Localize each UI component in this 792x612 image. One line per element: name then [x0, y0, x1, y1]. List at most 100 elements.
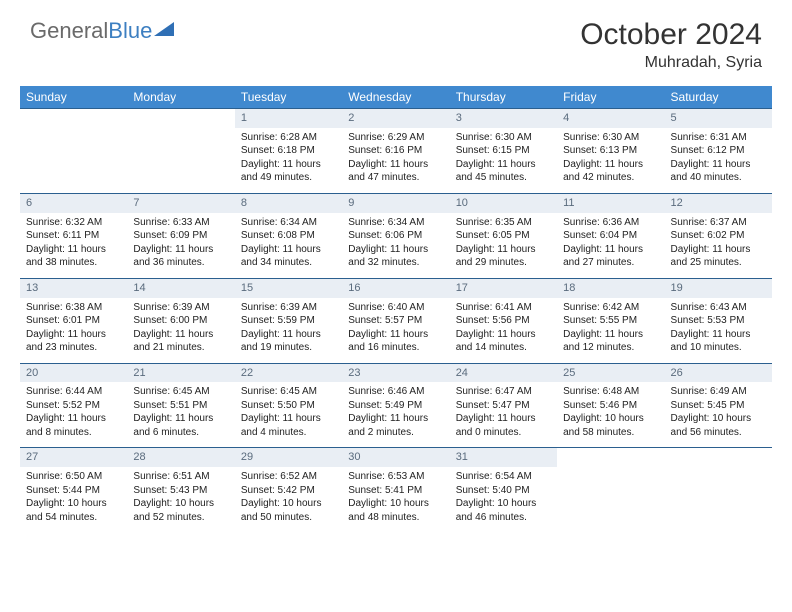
calendar-cell — [557, 447, 664, 532]
sunrise-line: Sunrise: 6:45 AM — [241, 385, 336, 399]
sunset-line: Sunset: 6:00 PM — [133, 314, 228, 328]
daylight-line: Daylight: 11 hours and 16 minutes. — [348, 328, 443, 355]
sunrise-line: Sunrise: 6:31 AM — [671, 131, 766, 145]
day-body: Sunrise: 6:39 AMSunset: 6:00 PMDaylight:… — [127, 298, 234, 363]
sunrise-line: Sunrise: 6:30 AM — [563, 131, 658, 145]
sunrise-line: Sunrise: 6:36 AM — [563, 216, 658, 230]
daylight-line: Daylight: 10 hours and 46 minutes. — [456, 497, 551, 524]
calendar-cell: 13Sunrise: 6:38 AMSunset: 6:01 PMDayligh… — [20, 278, 127, 363]
calendar-cell: 7Sunrise: 6:33 AMSunset: 6:09 PMDaylight… — [127, 193, 234, 278]
sunset-line: Sunset: 6:08 PM — [241, 229, 336, 243]
day-body: Sunrise: 6:45 AMSunset: 5:51 PMDaylight:… — [127, 382, 234, 447]
day-number: 7 — [127, 194, 234, 213]
weekday-header: Sunday — [20, 86, 127, 108]
day-body: Sunrise: 6:35 AMSunset: 6:05 PMDaylight:… — [450, 213, 557, 278]
sunrise-line: Sunrise: 6:51 AM — [133, 470, 228, 484]
day-number: 17 — [450, 279, 557, 298]
sunrise-line: Sunrise: 6:35 AM — [456, 216, 551, 230]
calendar-cell: 6Sunrise: 6:32 AMSunset: 6:11 PMDaylight… — [20, 193, 127, 278]
sunrise-line: Sunrise: 6:54 AM — [456, 470, 551, 484]
daylight-line: Daylight: 10 hours and 52 minutes. — [133, 497, 228, 524]
calendar-cell: 3Sunrise: 6:30 AMSunset: 6:15 PMDaylight… — [450, 108, 557, 193]
day-body: Sunrise: 6:45 AMSunset: 5:50 PMDaylight:… — [235, 382, 342, 447]
location-label: Muhradah, Syria — [580, 54, 762, 72]
day-body: Sunrise: 6:54 AMSunset: 5:40 PMDaylight:… — [450, 467, 557, 532]
day-number: 8 — [235, 194, 342, 213]
day-body: Sunrise: 6:30 AMSunset: 6:13 PMDaylight:… — [557, 128, 664, 193]
calendar-cell: 1Sunrise: 6:28 AMSunset: 6:18 PMDaylight… — [235, 108, 342, 193]
day-body — [557, 467, 664, 529]
calendar-cell: 18Sunrise: 6:42 AMSunset: 5:55 PMDayligh… — [557, 278, 664, 363]
daylight-line: Daylight: 11 hours and 27 minutes. — [563, 243, 658, 270]
calendar-cell: 25Sunrise: 6:48 AMSunset: 5:46 PMDayligh… — [557, 363, 664, 448]
day-number: 13 — [20, 279, 127, 298]
calendar-cell: 28Sunrise: 6:51 AMSunset: 5:43 PMDayligh… — [127, 447, 234, 532]
day-number: 20 — [20, 364, 127, 383]
weekday-header: Tuesday — [235, 86, 342, 108]
day-body: Sunrise: 6:50 AMSunset: 5:44 PMDaylight:… — [20, 467, 127, 532]
day-number: 1 — [235, 109, 342, 128]
sunrise-line: Sunrise: 6:39 AM — [133, 301, 228, 315]
daylight-line: Daylight: 11 hours and 34 minutes. — [241, 243, 336, 270]
day-body: Sunrise: 6:29 AMSunset: 6:16 PMDaylight:… — [342, 128, 449, 193]
daylight-line: Daylight: 11 hours and 32 minutes. — [348, 243, 443, 270]
day-body: Sunrise: 6:53 AMSunset: 5:41 PMDaylight:… — [342, 467, 449, 532]
daylight-line: Daylight: 11 hours and 2 minutes. — [348, 412, 443, 439]
sunset-line: Sunset: 5:44 PM — [26, 484, 121, 498]
calendar-cell: 5Sunrise: 6:31 AMSunset: 6:12 PMDaylight… — [665, 108, 772, 193]
day-number: 28 — [127, 448, 234, 467]
day-body: Sunrise: 6:47 AMSunset: 5:47 PMDaylight:… — [450, 382, 557, 447]
brand-logo: GeneralBlue — [30, 18, 176, 44]
day-body: Sunrise: 6:36 AMSunset: 6:04 PMDaylight:… — [557, 213, 664, 278]
sunrise-line: Sunrise: 6:30 AM — [456, 131, 551, 145]
daylight-line: Daylight: 11 hours and 14 minutes. — [456, 328, 551, 355]
calendar-cell — [127, 108, 234, 193]
day-body: Sunrise: 6:48 AMSunset: 5:46 PMDaylight:… — [557, 382, 664, 447]
calendar-cell: 19Sunrise: 6:43 AMSunset: 5:53 PMDayligh… — [665, 278, 772, 363]
weekday-header: Monday — [127, 86, 234, 108]
day-number: 14 — [127, 279, 234, 298]
daylight-line: Daylight: 11 hours and 12 minutes. — [563, 328, 658, 355]
sunrise-line: Sunrise: 6:50 AM — [26, 470, 121, 484]
day-number — [127, 109, 234, 128]
daylight-line: Daylight: 11 hours and 47 minutes. — [348, 158, 443, 185]
daylight-line: Daylight: 11 hours and 4 minutes. — [241, 412, 336, 439]
daylight-line: Daylight: 11 hours and 21 minutes. — [133, 328, 228, 355]
sunset-line: Sunset: 5:51 PM — [133, 399, 228, 413]
day-number: 2 — [342, 109, 449, 128]
calendar-header-row: SundayMondayTuesdayWednesdayThursdayFrid… — [20, 86, 772, 108]
weekday-header: Saturday — [665, 86, 772, 108]
sunset-line: Sunset: 6:04 PM — [563, 229, 658, 243]
day-body: Sunrise: 6:33 AMSunset: 6:09 PMDaylight:… — [127, 213, 234, 278]
calendar-cell: 9Sunrise: 6:34 AMSunset: 6:06 PMDaylight… — [342, 193, 449, 278]
sunrise-line: Sunrise: 6:41 AM — [456, 301, 551, 315]
brand-text-1: General — [30, 18, 108, 44]
sunset-line: Sunset: 5:45 PM — [671, 399, 766, 413]
daylight-line: Daylight: 10 hours and 48 minutes. — [348, 497, 443, 524]
day-body: Sunrise: 6:43 AMSunset: 5:53 PMDaylight:… — [665, 298, 772, 363]
day-body: Sunrise: 6:32 AMSunset: 6:11 PMDaylight:… — [20, 213, 127, 278]
calendar-table: SundayMondayTuesdayWednesdayThursdayFrid… — [20, 86, 772, 532]
sunset-line: Sunset: 5:42 PM — [241, 484, 336, 498]
day-number: 23 — [342, 364, 449, 383]
day-body: Sunrise: 6:51 AMSunset: 5:43 PMDaylight:… — [127, 467, 234, 532]
day-number: 6 — [20, 194, 127, 213]
day-number: 4 — [557, 109, 664, 128]
sunrise-line: Sunrise: 6:34 AM — [348, 216, 443, 230]
month-title: October 2024 — [580, 18, 762, 52]
sunset-line: Sunset: 6:06 PM — [348, 229, 443, 243]
day-number: 26 — [665, 364, 772, 383]
day-number: 29 — [235, 448, 342, 467]
sunset-line: Sunset: 5:57 PM — [348, 314, 443, 328]
sunset-line: Sunset: 6:05 PM — [456, 229, 551, 243]
calendar-cell — [20, 108, 127, 193]
day-number: 10 — [450, 194, 557, 213]
sunrise-line: Sunrise: 6:45 AM — [133, 385, 228, 399]
sunrise-line: Sunrise: 6:38 AM — [26, 301, 121, 315]
day-body: Sunrise: 6:46 AMSunset: 5:49 PMDaylight:… — [342, 382, 449, 447]
title-block: October 2024 Muhradah, Syria — [580, 18, 762, 72]
sunrise-line: Sunrise: 6:49 AM — [671, 385, 766, 399]
sunset-line: Sunset: 5:59 PM — [241, 314, 336, 328]
day-number — [20, 109, 127, 128]
day-body — [20, 128, 127, 190]
